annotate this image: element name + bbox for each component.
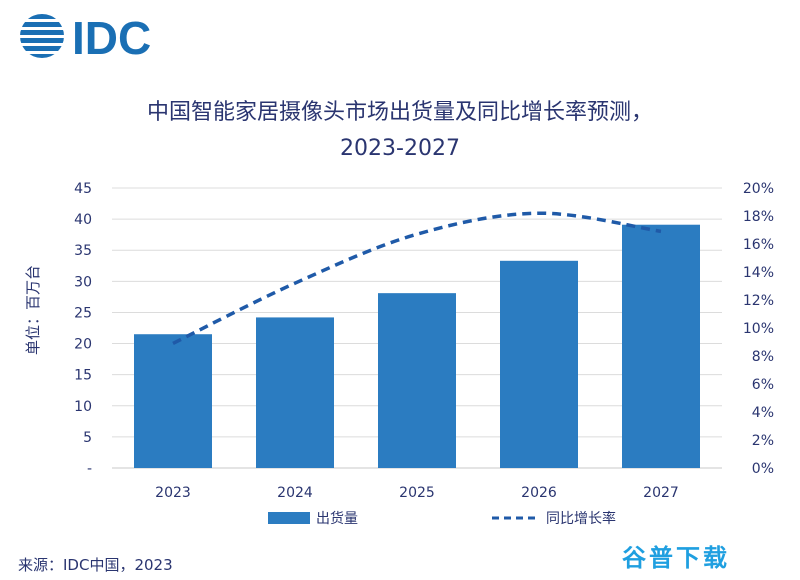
right-tick-label: 8% (752, 349, 774, 365)
growth-line (172, 211, 662, 345)
right-tick-label: 10% (743, 321, 774, 337)
left-tick-label: 15 (74, 368, 92, 384)
chart-title-line1: 中国智能家居摄像头市场出货量及同比增长率预测， (146, 100, 653, 125)
globe-icon (20, 14, 64, 58)
left-tick-label: 20 (74, 337, 92, 353)
right-tick-label: 20% (743, 181, 774, 197)
x-tick-label: 2024 (277, 485, 313, 501)
right-tick-label: 2% (752, 433, 774, 449)
left-tick-label: 10 (74, 399, 92, 415)
right-tick-label: 16% (743, 237, 774, 253)
chart-title-line2: 2023-2027 (340, 136, 460, 161)
bar (134, 334, 212, 468)
right-tick-label: 6% (752, 377, 774, 393)
legend-label-bar: 出货量 (316, 510, 358, 527)
idc-logo: IDC (18, 8, 178, 64)
right-tick-label: 14% (743, 265, 774, 281)
left-tick-label: 35 (74, 243, 92, 259)
right-tick-label: 12% (743, 293, 774, 309)
legend-label-line: 同比增长率 (546, 510, 616, 527)
right-tick-label: 18% (743, 209, 774, 225)
bar (622, 224, 700, 468)
watermark: 谷普下载 (622, 544, 730, 572)
logo-text: IDC (72, 12, 151, 64)
left-tick-label: 45 (74, 181, 92, 197)
x-tick-label: 2025 (399, 485, 435, 501)
left-tick-label: - (87, 461, 92, 477)
legend: 出货量 同比增长率 (268, 510, 616, 527)
bar (378, 293, 456, 468)
right-axis: 0% 2% 4% 6% 8% 10% 12% 14% 16% 18% 20% (743, 181, 774, 477)
right-tick-label: 0% (752, 461, 774, 477)
bar (256, 317, 334, 468)
left-tick-label: 5 (83, 430, 92, 446)
right-tick-label: 4% (752, 405, 774, 421)
left-tick-label: 30 (74, 274, 92, 290)
left-axis: - 5 10 15 20 25 30 35 40 45 (74, 181, 92, 477)
left-tick-label: 25 (74, 305, 92, 321)
left-tick-label: 40 (74, 212, 92, 228)
bar (500, 260, 578, 468)
legend-swatch-bar (268, 512, 310, 524)
x-axis: 2023 2024 2025 2026 2027 (155, 485, 679, 501)
y-axis-label: 单位：百万台 (24, 265, 42, 355)
source-note: 来源：IDC中国，2023 (18, 556, 173, 574)
bars (134, 224, 700, 468)
growth-line-path (172, 211, 662, 345)
x-tick-label: 2026 (521, 485, 557, 501)
x-tick-label: 2027 (643, 485, 679, 501)
x-tick-label: 2023 (155, 485, 191, 501)
